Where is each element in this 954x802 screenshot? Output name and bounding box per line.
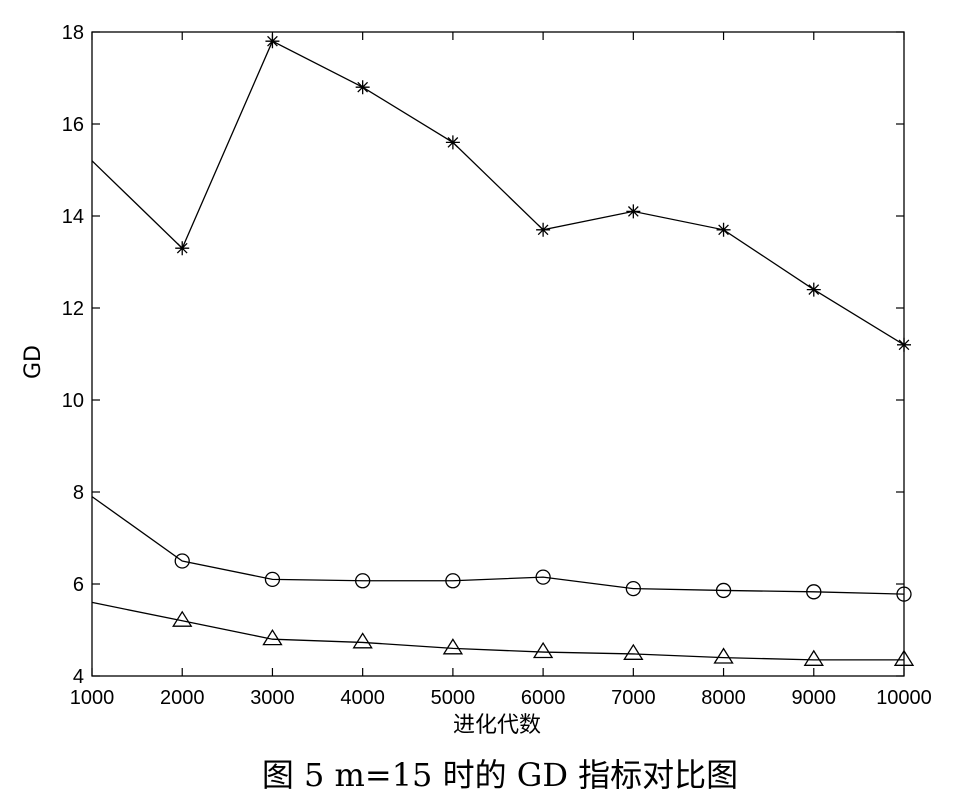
y-axis-ticks: 4 6 8 10 12 14 16 18 xyxy=(62,22,904,688)
y-axis-label: GD xyxy=(21,345,46,379)
data-point-circle xyxy=(625,580,641,597)
data-point-circle xyxy=(445,573,461,589)
data-point-triangle xyxy=(262,628,283,646)
data-point-circle xyxy=(355,573,371,589)
data-point-triangle xyxy=(623,643,644,660)
data-point-triangle xyxy=(803,649,824,666)
data-point-triangle xyxy=(352,632,373,649)
data-point-triangle xyxy=(532,641,554,659)
data-point-star xyxy=(536,222,551,237)
x-tick-label: 4000 xyxy=(340,687,385,709)
data-point-star xyxy=(265,34,280,49)
y-tick-label: 14 xyxy=(62,206,84,228)
data-point-circle xyxy=(174,553,190,569)
series-triangle xyxy=(91,601,915,666)
data-point-triangle xyxy=(442,638,464,655)
x-axis-ticks: 1000 2000 3000 4000 5000 6000 7000 8000 9000 1000… xyxy=(70,32,932,709)
x-tick-label: 9000 xyxy=(792,687,837,709)
y-tick-label: 12 xyxy=(62,298,84,320)
data-point-circle xyxy=(264,571,281,588)
x-tick-label: 3000 xyxy=(250,687,295,709)
y-tick-label: 16 xyxy=(62,114,84,136)
x-axis-label: 进化代数 xyxy=(453,713,541,738)
y-tick-label: 18 xyxy=(62,22,84,44)
data-point-star xyxy=(806,282,821,297)
data-point-triangle xyxy=(172,610,193,627)
series-circle xyxy=(91,496,912,602)
x-tick-label: 7000 xyxy=(611,687,656,709)
series-star xyxy=(91,34,911,352)
data-point-circle xyxy=(535,569,551,585)
data-point-triangle xyxy=(893,649,915,666)
data-point-star xyxy=(355,80,370,95)
x-tick-label: 1000 xyxy=(70,687,115,709)
series-layer xyxy=(91,34,915,666)
data-point-star xyxy=(445,135,460,150)
x-tick-label: 2000 xyxy=(160,687,205,709)
data-point-circle xyxy=(896,586,912,602)
data-point-triangle xyxy=(713,647,734,664)
data-point-star xyxy=(175,241,190,256)
data-point-star xyxy=(716,222,731,237)
y-tick-label: 4 xyxy=(73,666,84,688)
y-tick-label: 6 xyxy=(73,574,84,596)
data-point-star xyxy=(897,337,911,352)
data-point-circle xyxy=(715,582,732,599)
y-tick-label: 8 xyxy=(73,482,84,504)
data-point-circle xyxy=(806,584,822,600)
figure-caption: 图 5 m=15 时的 GD 指标对比图 xyxy=(262,756,738,794)
x-tick-label: 8000 xyxy=(701,687,746,709)
plot-border xyxy=(91,31,905,677)
series-line-circle xyxy=(91,496,905,595)
series-line-star xyxy=(91,40,905,346)
series-line-triangle xyxy=(91,601,904,661)
x-tick-label: 5000 xyxy=(431,687,476,709)
x-tick-label: 6000 xyxy=(521,687,566,709)
x-tick-label: 10000 xyxy=(876,687,932,709)
plot-frame xyxy=(91,31,905,677)
y-tick-label: 10 xyxy=(62,390,84,412)
data-point-star xyxy=(626,204,641,219)
